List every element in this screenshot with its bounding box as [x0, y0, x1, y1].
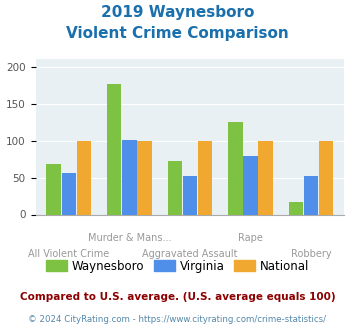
Bar — [319, 141, 333, 214]
Bar — [47, 164, 61, 214]
Text: Compared to U.S. average. (U.S. average equals 100): Compared to U.S. average. (U.S. average … — [20, 292, 335, 302]
Bar — [258, 141, 273, 214]
Bar — [107, 84, 121, 214]
Text: © 2024 CityRating.com - https://www.cityrating.com/crime-statistics/: © 2024 CityRating.com - https://www.city… — [28, 315, 327, 324]
Text: All Violent Crime: All Violent Crime — [28, 249, 109, 259]
Bar — [168, 161, 182, 214]
Bar — [228, 122, 242, 214]
Text: Aggravated Assault: Aggravated Assault — [142, 249, 238, 259]
Bar — [183, 176, 197, 214]
Bar — [304, 176, 318, 214]
Bar — [243, 156, 258, 215]
Bar — [289, 202, 303, 215]
Legend: Waynesboro, Virginia, National: Waynesboro, Virginia, National — [41, 255, 314, 278]
Text: 2019 Waynesboro: 2019 Waynesboro — [101, 5, 254, 20]
Bar — [61, 173, 76, 214]
Text: Murder & Mans...: Murder & Mans... — [88, 233, 171, 243]
Bar — [198, 141, 212, 214]
Bar — [77, 141, 91, 214]
Text: Violent Crime Comparison: Violent Crime Comparison — [66, 26, 289, 41]
Text: Rape: Rape — [238, 233, 263, 243]
Bar — [122, 140, 137, 214]
Text: Robbery: Robbery — [291, 249, 331, 259]
Bar — [137, 141, 152, 214]
